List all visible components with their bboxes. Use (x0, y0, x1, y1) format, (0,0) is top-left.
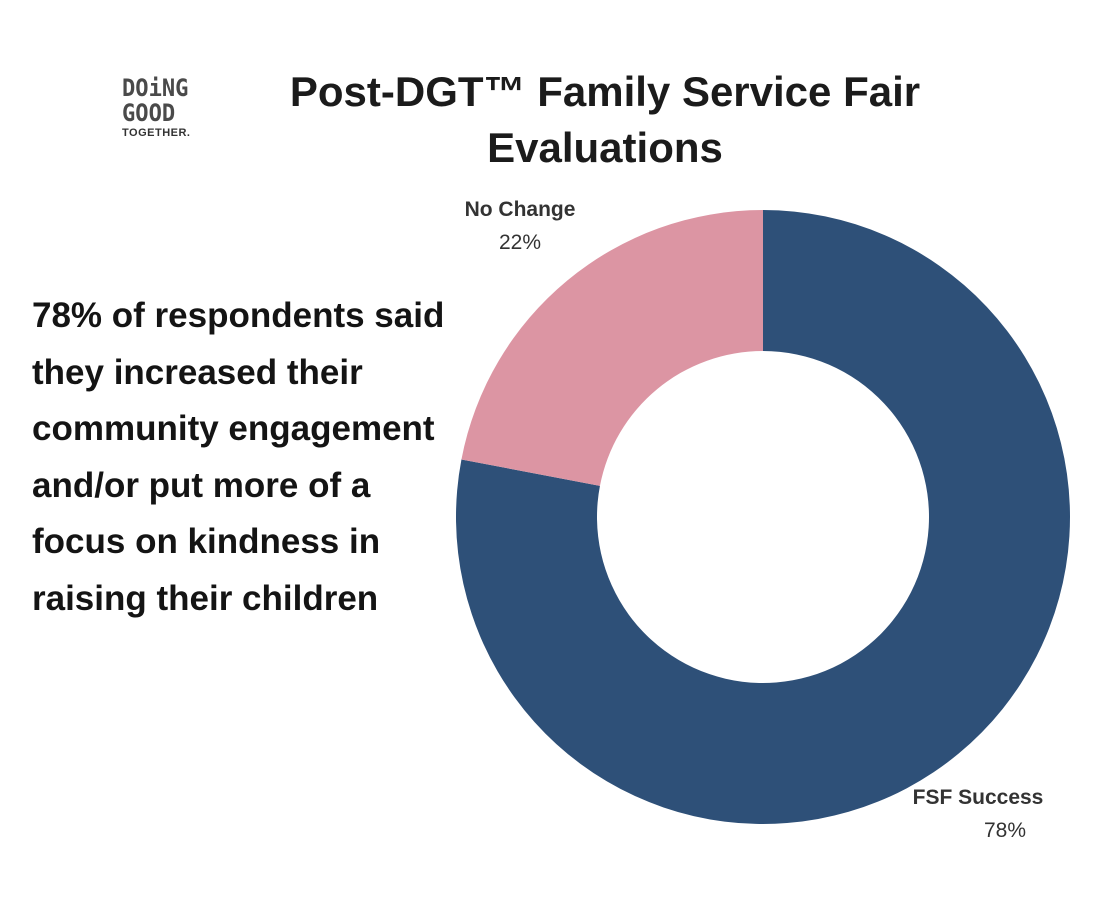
logo-line-2: GOOD (122, 99, 176, 127)
logo-line-3: TOGETHER. (122, 127, 191, 139)
donut-slice-no-change (461, 210, 763, 486)
summary-text: 78% of respondents said they increased t… (32, 296, 445, 618)
chart-title: Post-DGT™ Family Service Fair Evaluation… (289, 68, 921, 171)
slice-label-no-change: No Change (465, 198, 576, 221)
slice-value-no-change: 22% (499, 231, 541, 254)
slice-label-fsf-success: FSF Success (913, 786, 1044, 809)
slice-value-fsf-success: 78% (984, 819, 1026, 842)
donut-slice-fsf-success (455, 210, 1071, 824)
logo-line-1: DOiNG (122, 74, 189, 102)
doing-good-together-logo: DOiNG GOOD TOGETHER. (122, 76, 212, 139)
